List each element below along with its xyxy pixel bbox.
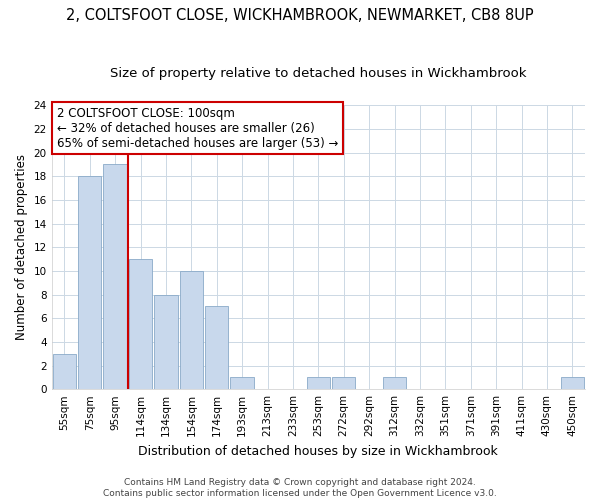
Bar [103, 164, 127, 389]
Bar [307, 378, 330, 389]
Bar [78, 176, 101, 389]
Bar [205, 306, 229, 389]
Bar [383, 378, 406, 389]
X-axis label: Distribution of detached houses by size in Wickhambrook: Distribution of detached houses by size … [139, 444, 498, 458]
Bar [560, 378, 584, 389]
Bar [179, 271, 203, 389]
Bar [154, 294, 178, 389]
Bar [129, 259, 152, 389]
Text: 2, COLTSFOOT CLOSE, WICKHAMBROOK, NEWMARKET, CB8 8UP: 2, COLTSFOOT CLOSE, WICKHAMBROOK, NEWMAR… [66, 8, 534, 22]
Text: 2 COLTSFOOT CLOSE: 100sqm
← 32% of detached houses are smaller (26)
65% of semi-: 2 COLTSFOOT CLOSE: 100sqm ← 32% of detac… [57, 106, 338, 150]
Y-axis label: Number of detached properties: Number of detached properties [15, 154, 28, 340]
Bar [230, 378, 254, 389]
Bar [332, 378, 355, 389]
Title: Size of property relative to detached houses in Wickhambrook: Size of property relative to detached ho… [110, 68, 527, 80]
Text: Contains HM Land Registry data © Crown copyright and database right 2024.
Contai: Contains HM Land Registry data © Crown c… [103, 478, 497, 498]
Bar [53, 354, 76, 389]
